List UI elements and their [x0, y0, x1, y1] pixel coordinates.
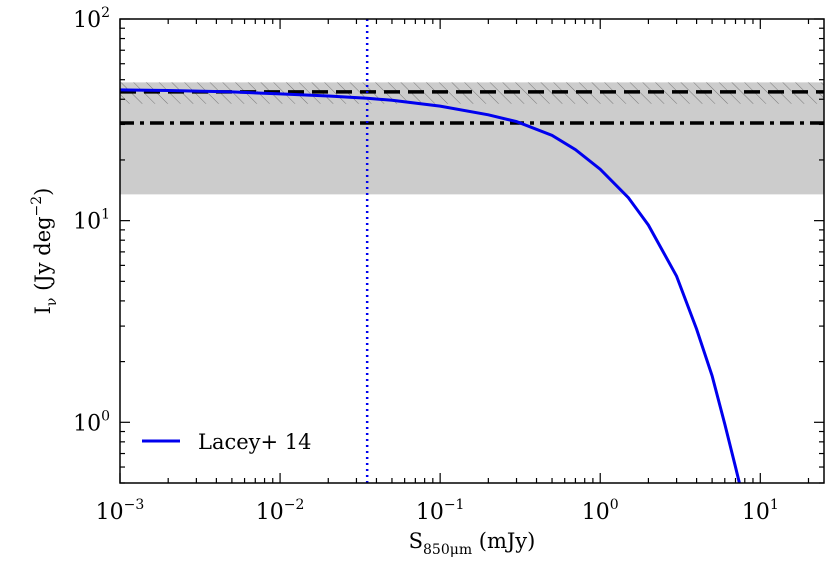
- x-tick-base: 10: [256, 500, 284, 525]
- x-tick-labels: 10−3 10−2 10−1 100 101: [96, 497, 779, 525]
- plot-frame: [119, 18, 825, 484]
- y-tick-base: 10: [73, 411, 101, 436]
- x-tick-base: 10: [96, 500, 124, 525]
- x-axis-label-sub: 850μm: [423, 542, 472, 558]
- x-tick-label: 10−3: [96, 497, 145, 525]
- y-tick-exp: 2: [101, 5, 110, 21]
- x-tick-label: 10−2: [256, 497, 305, 525]
- x-tick-label: 10−1: [416, 497, 465, 525]
- y-tick-label: 101: [73, 207, 110, 235]
- plot-area: [120, 19, 824, 483]
- x-axis-label-unit: (mJy): [472, 529, 535, 553]
- y-axis-label-close: ): [31, 188, 55, 196]
- x-tick-exp: 1: [770, 497, 779, 513]
- x-axis-label: S850μm (mJy): [409, 529, 536, 558]
- y-axis-label-main: I: [31, 306, 55, 314]
- x-tick-exp: −3: [124, 497, 145, 513]
- x-tick-base: 10: [416, 500, 444, 525]
- y-tick-exp: 1: [101, 207, 110, 223]
- x-tick-exp: −2: [284, 497, 305, 513]
- y-axis-label-unit: (Jy deg: [31, 216, 55, 297]
- series-line-0: [120, 88, 741, 483]
- reference-lines: [120, 90, 824, 125]
- series-group: [120, 88, 741, 483]
- y-axis-label-exp: −2: [29, 196, 45, 217]
- x-tick-exp: −1: [444, 497, 465, 513]
- x-axis-label-main: S: [409, 529, 423, 553]
- x-tick-base: 10: [742, 500, 770, 525]
- y-tick-base: 10: [73, 8, 101, 33]
- y-tick-exp: 0: [101, 408, 110, 424]
- y-tick-label: 100: [73, 408, 110, 436]
- y-axis-label: Iν (Jy deg−2): [29, 188, 60, 315]
- legend: Lacey+ 14: [142, 430, 312, 454]
- x-tick-base: 10: [582, 500, 610, 525]
- x-tick-exp: 0: [610, 497, 619, 513]
- y-tick-base: 10: [73, 210, 101, 235]
- x-tick-label: 100: [582, 497, 619, 525]
- y-axis-label-sub: ν: [44, 298, 60, 307]
- x-tick-label: 101: [742, 497, 779, 525]
- ticks-group: [119, 18, 824, 484]
- y-tick-label: 102: [73, 5, 110, 33]
- legend-label-lacey: Lacey+ 14: [198, 430, 312, 454]
